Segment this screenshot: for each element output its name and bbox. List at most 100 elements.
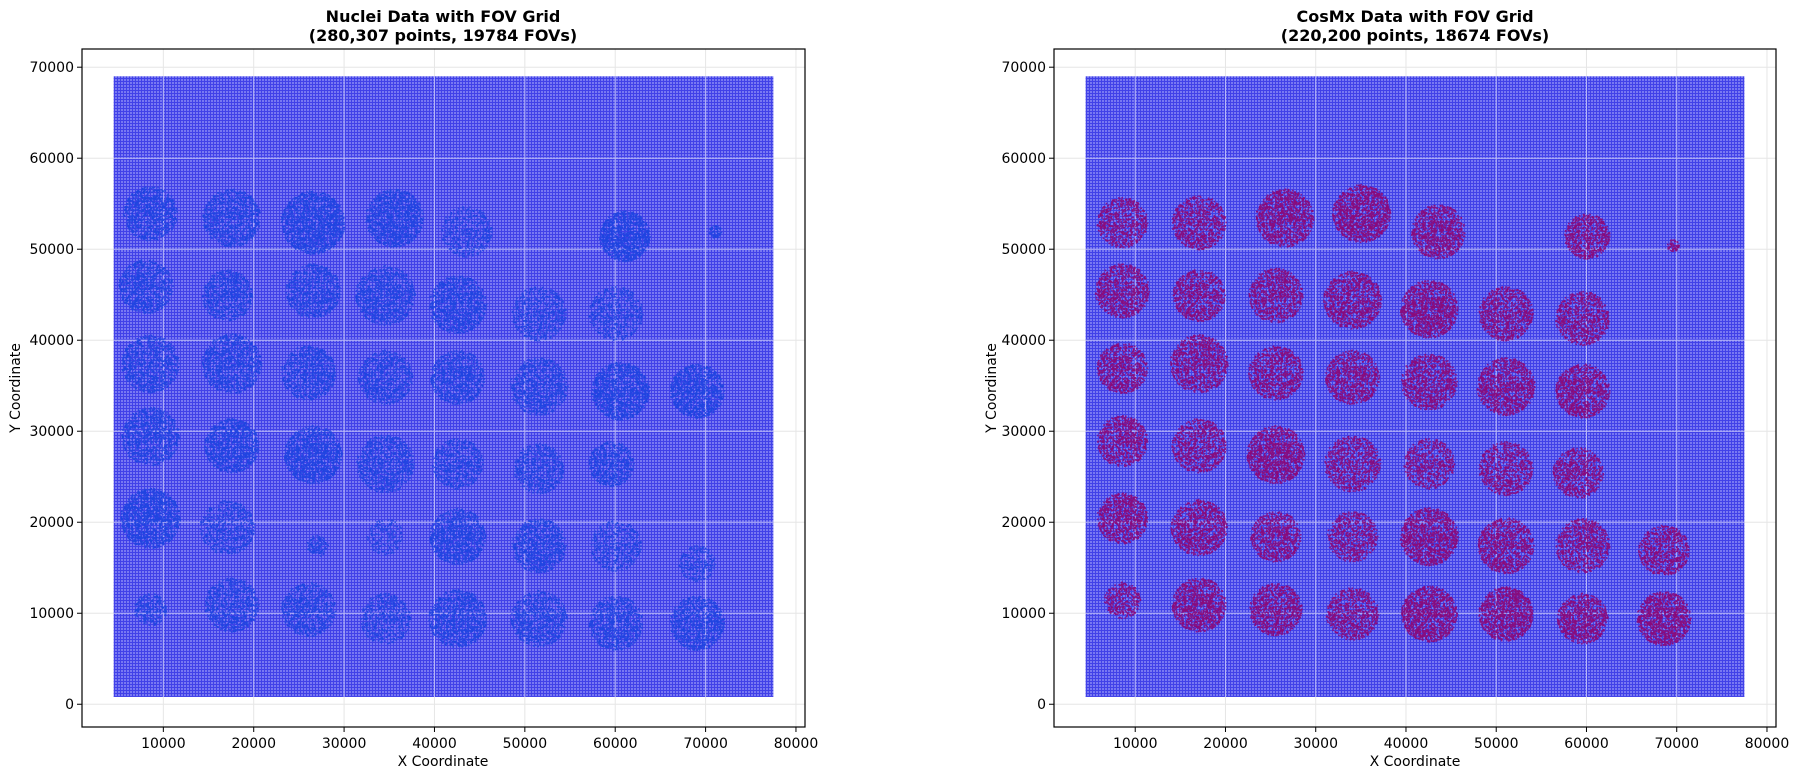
- data-point: [145, 235, 147, 237]
- data-point: [230, 227, 232, 229]
- data-point: [225, 231, 227, 233]
- data-point: [236, 208, 238, 210]
- data-point: [164, 232, 166, 234]
- data-point: [161, 221, 163, 223]
- data-point: [153, 206, 155, 208]
- data-point: [129, 219, 131, 221]
- data-point: [162, 190, 164, 192]
- data-point: [230, 211, 232, 213]
- data-point: [160, 206, 162, 208]
- data-point: [149, 220, 151, 222]
- data-point: [172, 223, 174, 225]
- data-point: [241, 201, 243, 203]
- data-point: [168, 230, 170, 232]
- data-point: [218, 192, 220, 194]
- data-point: [125, 208, 127, 210]
- data-point: [231, 189, 233, 191]
- data-point: [251, 230, 253, 232]
- data-point: [224, 214, 226, 216]
- data-point: [173, 219, 175, 221]
- data-point: [228, 198, 230, 200]
- data-point: [238, 220, 240, 222]
- data-point: [135, 199, 137, 201]
- data-point: [153, 213, 155, 215]
- data-point: [210, 205, 212, 207]
- data-point: [232, 196, 234, 198]
- data-point: [140, 203, 142, 205]
- data-point: [251, 236, 253, 238]
- data-point: [144, 208, 146, 210]
- data-point: [218, 203, 220, 205]
- data-point: [156, 215, 158, 217]
- data-point: [235, 224, 237, 226]
- data-point: [156, 195, 158, 197]
- data-point: [246, 215, 248, 217]
- data-point: [148, 231, 150, 233]
- data-point: [154, 195, 156, 197]
- data-point: [130, 227, 132, 229]
- nuclei-panel: Nuclei Data with FOV Grid (280,307 point…: [8, 7, 818, 770]
- data-point: [171, 196, 173, 198]
- data-point: [209, 233, 211, 235]
- data-point: [152, 201, 154, 203]
- data-point: [216, 223, 218, 225]
- data-point: [232, 239, 234, 241]
- data-point: [232, 236, 234, 238]
- data-point: [140, 233, 142, 235]
- data-point: [216, 235, 218, 237]
- data-point: [136, 200, 138, 202]
- data-point: [128, 220, 130, 222]
- data-point: [234, 241, 236, 243]
- data-point: [233, 216, 235, 218]
- data-point: [251, 225, 253, 227]
- data-point: [210, 212, 212, 214]
- data-point: [144, 237, 146, 239]
- data-point: [259, 226, 261, 228]
- data-point: [149, 189, 151, 191]
- data-point: [164, 190, 166, 192]
- data-point: [257, 224, 259, 226]
- data-point: [153, 220, 155, 222]
- data-point: [149, 239, 151, 241]
- data-point: [157, 230, 159, 232]
- data-point: [236, 232, 238, 234]
- data-point: [149, 206, 151, 208]
- data-point: [159, 225, 161, 227]
- data-point: [220, 204, 222, 206]
- data-point: [222, 221, 224, 223]
- data-point: [235, 209, 237, 211]
- data-point: [234, 202, 236, 204]
- data-point: [222, 226, 224, 228]
- data-point: [170, 208, 172, 210]
- data-point: [142, 230, 144, 232]
- data-point: [241, 239, 243, 241]
- data-point: [173, 209, 175, 211]
- data-point: [149, 226, 151, 228]
- data-point: [127, 224, 129, 226]
- data-point: [223, 244, 225, 246]
- data-point: [161, 197, 163, 199]
- data-point: [151, 192, 153, 194]
- data-point: [131, 206, 133, 208]
- data-point: [204, 224, 206, 226]
- data-point: [146, 200, 148, 202]
- data-point: [245, 201, 247, 203]
- data-point: [166, 197, 168, 199]
- data-point: [230, 199, 232, 201]
- data-point: [223, 241, 225, 243]
- data-point: [152, 203, 154, 205]
- data-point: [209, 204, 211, 206]
- data-point: [240, 228, 242, 230]
- data-point: [157, 190, 159, 192]
- data-point: [242, 230, 244, 232]
- data-point: [234, 246, 236, 248]
- data-point: [250, 218, 252, 220]
- data-point: [129, 206, 131, 208]
- data-point: [126, 203, 128, 205]
- data-point: [145, 205, 147, 207]
- data-point: [135, 203, 137, 205]
- data-point: [248, 197, 250, 199]
- data-point: [154, 230, 156, 232]
- data-point: [155, 221, 157, 223]
- data-point: [246, 236, 248, 238]
